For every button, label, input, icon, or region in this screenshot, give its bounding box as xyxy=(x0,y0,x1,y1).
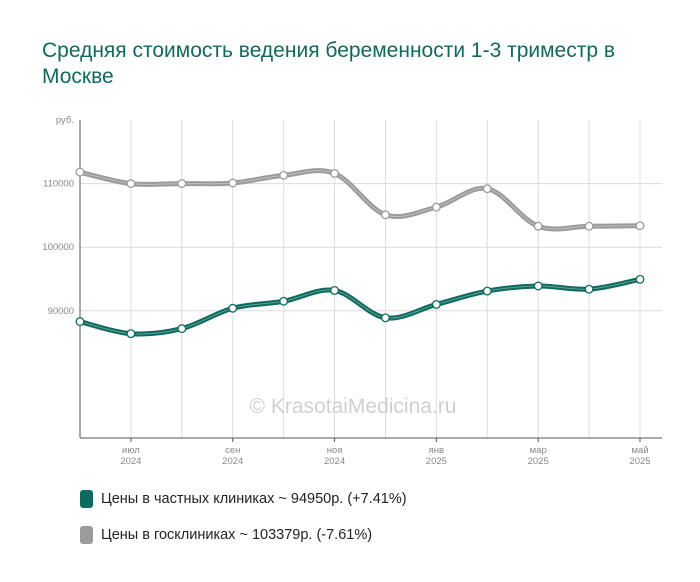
y-tick-label: 110000 xyxy=(43,179,74,190)
x-tick-label-year: 2025 xyxy=(629,456,650,467)
data-point[interactable] xyxy=(330,168,339,178)
data-point[interactable] xyxy=(635,221,645,231)
data-point[interactable] xyxy=(177,324,187,334)
x-tick-label-month: янв xyxy=(429,445,444,456)
data-point[interactable] xyxy=(431,299,441,309)
y-axis-unit: руб. xyxy=(56,115,74,126)
data-point[interactable] xyxy=(279,170,289,180)
data-point[interactable] xyxy=(635,274,645,284)
legend-item-private[interactable]: Цены в частных клиниках ~ 94950р. (+7.41… xyxy=(80,488,407,510)
legend-label-public: Цены в госклиниках ~ 103379р. (-7.61%) xyxy=(101,527,373,543)
series-line-public xyxy=(75,167,645,232)
data-point[interactable] xyxy=(431,202,441,212)
series xyxy=(75,167,645,339)
x-tick-label-year: 2024 xyxy=(324,456,345,467)
x-tick-label-month: сен xyxy=(225,445,240,456)
data-point[interactable] xyxy=(75,167,85,177)
data-point[interactable] xyxy=(533,221,543,231)
data-point[interactable] xyxy=(330,285,339,295)
x-tick-label-year: 2024 xyxy=(222,456,243,467)
data-point[interactable] xyxy=(482,184,492,194)
data-point[interactable] xyxy=(279,296,289,306)
series-line-stroke xyxy=(77,168,643,232)
legend-swatch-public xyxy=(80,526,93,544)
data-point[interactable] xyxy=(177,179,187,189)
legend: Цены в частных клиниках ~ 94950р. (+7.41… xyxy=(80,488,407,560)
x-tick-label-year: 2025 xyxy=(426,456,447,467)
y-tick-label: 90000 xyxy=(48,306,74,317)
x-tick-label-month: июл xyxy=(122,445,140,456)
grid xyxy=(79,120,662,438)
data-point[interactable] xyxy=(533,281,543,291)
data-point[interactable] xyxy=(75,317,85,327)
legend-label-private: Цены в частных клиниках ~ 94950р. (+7.41… xyxy=(101,491,407,507)
data-point[interactable] xyxy=(381,313,390,323)
series-line-private xyxy=(75,274,645,339)
series-line-highlight xyxy=(79,170,641,230)
x-tick-label-month: май xyxy=(631,445,648,456)
x-tick-label-year: 2025 xyxy=(528,456,549,467)
data-point[interactable] xyxy=(228,178,238,188)
chart-area: © KrasotaiMedicina.ru 90000100000110000р… xyxy=(42,115,662,467)
data-point[interactable] xyxy=(584,284,594,294)
chart-title: Средняя стоимость ведения беременности 1… xyxy=(42,39,616,88)
data-point[interactable] xyxy=(381,210,390,220)
legend-item-public[interactable]: Цены в госклиниках ~ 103379р. (-7.61%) xyxy=(80,524,407,546)
data-point[interactable] xyxy=(126,179,136,189)
x-tick-label-month: ноя xyxy=(327,445,343,456)
x-tick-label-year: 2024 xyxy=(120,456,141,467)
axes: 90000100000110000руб.июл2024сен2024ноя20… xyxy=(42,115,662,467)
y-tick-label: 100000 xyxy=(42,242,74,253)
data-point[interactable] xyxy=(126,329,136,339)
x-tick-label-month: мар xyxy=(530,445,547,456)
watermark: © KrasotaiMedicina.ru xyxy=(250,395,457,418)
data-point[interactable] xyxy=(228,303,238,313)
legend-swatch-private xyxy=(80,490,93,508)
data-point[interactable] xyxy=(584,221,594,231)
data-point[interactable] xyxy=(482,286,492,296)
